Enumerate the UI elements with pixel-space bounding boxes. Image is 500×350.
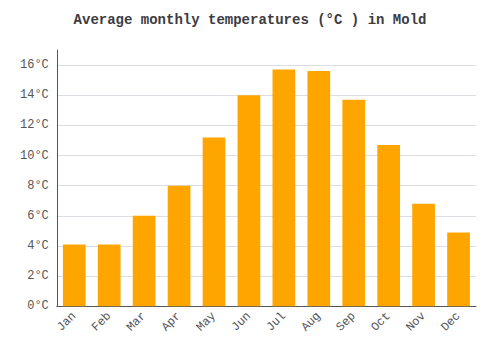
svg-text:Jul: Jul: [264, 309, 289, 334]
svg-text:4°C: 4°C: [27, 239, 49, 253]
svg-text:Sep: Sep: [334, 309, 359, 334]
svg-text:6°C: 6°C: [27, 209, 49, 223]
svg-text:Aug: Aug: [299, 309, 324, 334]
svg-text:10°C: 10°C: [20, 149, 49, 163]
svg-text:8°C: 8°C: [27, 179, 49, 193]
svg-text:2°C: 2°C: [27, 269, 49, 283]
svg-text:0°C: 0°C: [27, 299, 49, 313]
svg-text:Average monthly temperatures (: Average monthly temperatures (°C ) in Mo…: [74, 12, 427, 28]
svg-text:Oct: Oct: [368, 309, 393, 334]
svg-text:Jun: Jun: [229, 309, 254, 334]
svg-text:Jan: Jan: [54, 309, 79, 334]
svg-text:14°C: 14°C: [20, 88, 49, 102]
svg-text:12°C: 12°C: [20, 118, 49, 132]
svg-text:Dec: Dec: [438, 309, 463, 334]
svg-text:Mar: Mar: [124, 309, 149, 334]
svg-text:May: May: [194, 309, 219, 334]
svg-text:Apr: Apr: [159, 309, 184, 334]
svg-text:Feb: Feb: [89, 309, 114, 334]
svg-text:Nov: Nov: [403, 309, 428, 334]
svg-text:16°C: 16°C: [20, 58, 49, 72]
